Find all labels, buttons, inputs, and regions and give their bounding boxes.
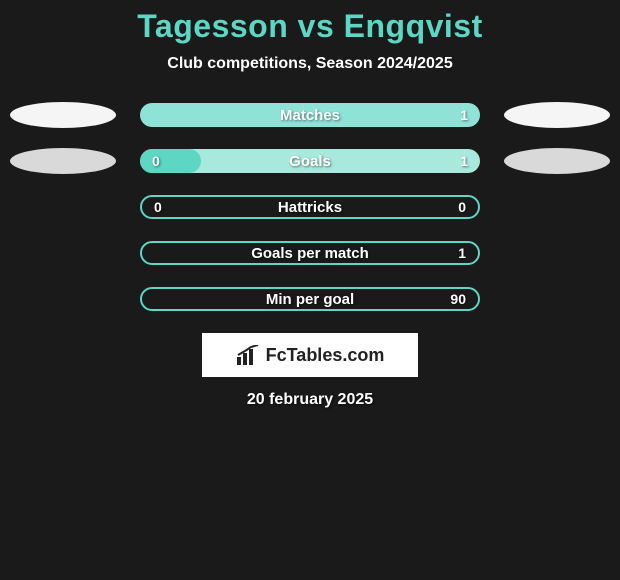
stat-row: Matches1 (0, 103, 620, 127)
stat-bar: Matches1 (140, 103, 480, 127)
stat-label: Goals per match (142, 245, 478, 262)
stats-list: Matches10Goals10Hattricks0Goals per matc… (0, 103, 620, 311)
stat-label: Goals (140, 153, 480, 170)
subtitle: Club competitions, Season 2024/2025 (0, 55, 620, 73)
left-oval (10, 148, 116, 174)
stat-row: 0Goals1 (0, 149, 620, 173)
stat-label: Hattricks (142, 199, 478, 216)
left-oval (10, 102, 116, 128)
stat-label: Min per goal (142, 291, 478, 308)
logo-box: FcTables.com (202, 333, 418, 377)
stat-value-right: 1 (460, 107, 468, 123)
stat-bar: 0Goals1 (140, 149, 480, 173)
stat-row: Goals per match1 (0, 241, 620, 265)
stat-row: Min per goal90 (0, 287, 620, 311)
stat-row: 0Hattricks0 (0, 195, 620, 219)
stat-value-right: 90 (450, 291, 466, 307)
stat-bar: 0Hattricks0 (140, 195, 480, 219)
date-text: 20 february 2025 (0, 391, 620, 409)
right-oval (504, 102, 610, 128)
stat-label: Matches (140, 107, 480, 124)
stat-bar: Goals per match1 (140, 241, 480, 265)
chart-icon (236, 345, 260, 365)
stat-value-right: 0 (458, 199, 466, 215)
right-oval (504, 148, 610, 174)
logo-text: FcTables.com (266, 345, 385, 366)
stat-bar: Min per goal90 (140, 287, 480, 311)
stat-value-right: 1 (460, 153, 468, 169)
comparison-card: Tagesson vs Engqvist Club competitions, … (0, 0, 620, 409)
stat-value-right: 1 (458, 245, 466, 261)
page-title: Tagesson vs Engqvist (0, 8, 620, 45)
